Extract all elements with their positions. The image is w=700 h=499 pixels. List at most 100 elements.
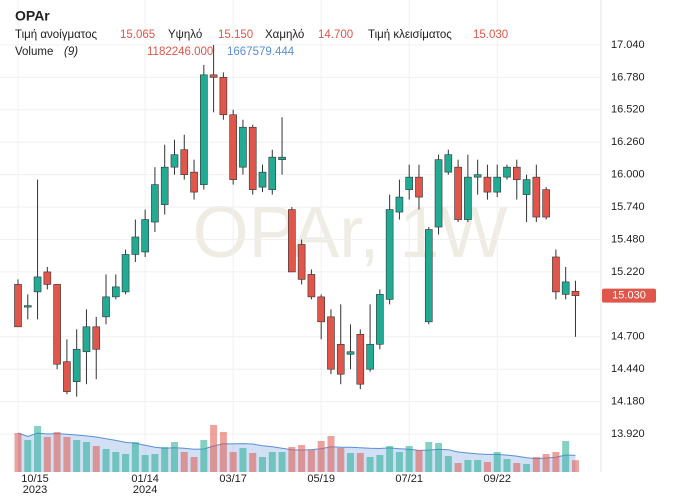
candle-body xyxy=(112,286,120,298)
candle-body xyxy=(297,244,306,280)
volume-bar xyxy=(278,452,286,472)
volume-bar xyxy=(395,452,403,472)
volume-value: 1182246.000 xyxy=(147,46,213,58)
volume-bar xyxy=(141,455,149,472)
candle-body xyxy=(160,166,169,205)
volume-bar xyxy=(356,453,364,472)
candle-body xyxy=(141,219,149,253)
volume-bar xyxy=(298,445,306,472)
volume-bar xyxy=(63,437,71,472)
volume-bar xyxy=(73,440,81,472)
volume-bar xyxy=(503,459,511,472)
volume-bar xyxy=(190,457,198,472)
candle-body xyxy=(464,176,472,220)
candle-body xyxy=(72,348,81,382)
candle-body xyxy=(82,326,91,353)
candle-body xyxy=(327,316,335,370)
candle-body xyxy=(542,189,550,218)
volume-bar xyxy=(210,425,218,472)
legend-name: Υψηλό xyxy=(168,29,202,41)
y-tick-label: 15.480 xyxy=(611,233,645,245)
candle-body xyxy=(209,74,218,78)
candle-body xyxy=(552,256,560,293)
volume-bar xyxy=(288,447,296,472)
volume-bar xyxy=(523,464,531,472)
y-tick-label: 14.440 xyxy=(611,363,645,375)
volume-bar xyxy=(386,446,394,472)
x-tick-label: 01/14 xyxy=(131,473,159,485)
x-tick-label: 09/22 xyxy=(483,473,511,485)
volume-ma-value: 1667579.444 xyxy=(227,46,295,58)
candle-body xyxy=(532,176,541,218)
volume-bar xyxy=(239,448,247,472)
x-tick-label: 05/19 xyxy=(307,473,335,485)
candle-body xyxy=(219,77,228,116)
x-year-label: 2023 xyxy=(23,484,47,496)
candle-body xyxy=(288,209,296,273)
volume-bar xyxy=(366,457,374,472)
volume-bar xyxy=(415,450,423,472)
candle-body xyxy=(561,281,570,295)
y-tick-label: 17.040 xyxy=(611,39,645,51)
volume-bar xyxy=(151,454,159,472)
candle-body xyxy=(180,149,189,175)
candle-body xyxy=(190,171,198,193)
candle-body xyxy=(444,154,453,173)
candle-body xyxy=(454,166,462,220)
candle-body xyxy=(229,114,237,180)
legend-value: 14.700 xyxy=(318,29,353,41)
candle-body xyxy=(53,284,61,365)
volume-bar xyxy=(464,460,472,472)
candle-body xyxy=(92,326,101,350)
y-tick-label: 14.700 xyxy=(611,331,645,343)
candle-body xyxy=(571,290,580,296)
candle-body xyxy=(493,176,502,193)
volume-bar xyxy=(161,447,169,472)
x-tick-label: 07/21 xyxy=(395,473,423,485)
volume-bar xyxy=(122,454,130,472)
volume-bar xyxy=(219,432,227,472)
candle-body xyxy=(258,171,267,188)
candle-body xyxy=(248,126,257,190)
x-tick-label: 03/17 xyxy=(219,473,247,485)
candle-body xyxy=(239,126,247,168)
candle-body xyxy=(23,305,32,308)
volume-bar xyxy=(34,426,42,472)
volume-bar xyxy=(24,440,32,472)
candle-body xyxy=(366,343,374,370)
volume-bar xyxy=(317,441,325,472)
volume-bar xyxy=(532,457,540,472)
legend-value: 15.030 xyxy=(473,29,508,41)
y-tick-label: 16.520 xyxy=(611,104,645,116)
volume-bar xyxy=(53,432,61,472)
volume-bar xyxy=(131,442,139,472)
candle-body xyxy=(278,156,286,160)
volume-bar xyxy=(200,440,208,472)
candle-body xyxy=(43,271,52,285)
volume-bar xyxy=(562,441,570,472)
volume-bar xyxy=(347,453,355,472)
candle-body xyxy=(63,361,71,392)
volume-name: Volume xyxy=(15,46,53,58)
volume-bar xyxy=(454,463,462,472)
legend-value: 15.065 xyxy=(120,29,155,41)
candle-body xyxy=(102,296,110,318)
candle-body xyxy=(33,276,42,293)
price-tag-label: 15.030 xyxy=(612,290,646,302)
candle-body xyxy=(473,174,482,178)
y-tick-label: 15.740 xyxy=(611,201,645,213)
volume-bar xyxy=(376,455,384,472)
y-tick-label: 16.260 xyxy=(611,136,645,148)
candle-body xyxy=(376,294,384,345)
volume-bar xyxy=(43,437,51,472)
candle-body xyxy=(483,176,492,193)
candle-body xyxy=(151,184,159,223)
legend-value: 15.150 xyxy=(218,29,253,41)
candle-body xyxy=(415,176,423,198)
volume-bar xyxy=(327,436,335,472)
y-tick-label: 14.180 xyxy=(611,396,645,408)
price-tag xyxy=(602,288,656,303)
volume-bar xyxy=(425,442,433,472)
candle-body xyxy=(121,254,130,293)
